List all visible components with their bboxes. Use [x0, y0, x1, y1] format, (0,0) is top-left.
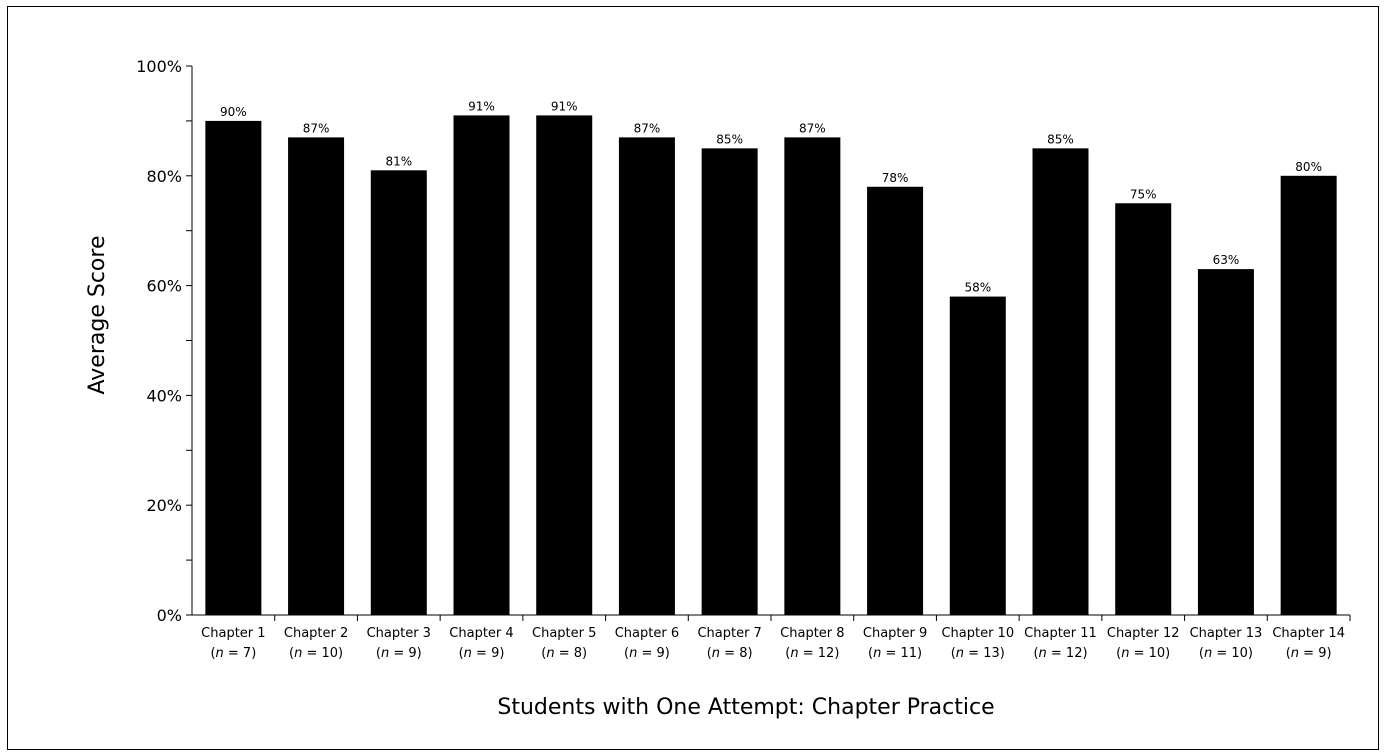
- category-label: Chapter 5: [532, 626, 596, 641]
- bar: [453, 115, 510, 615]
- y-tick-label: 60%: [146, 277, 182, 296]
- bar-value-label: 87%: [799, 121, 826, 135]
- y-tick-label: 20%: [146, 496, 182, 515]
- bar: [784, 137, 841, 615]
- bar-value-label: 91%: [468, 99, 495, 113]
- bar-value-label: 85%: [716, 132, 743, 146]
- bar: [618, 137, 675, 615]
- bar: [1197, 269, 1254, 615]
- bar: [288, 137, 345, 615]
- category-label: Chapter 2: [284, 626, 348, 641]
- bar: [205, 120, 262, 616]
- y-tick-label: 40%: [146, 386, 182, 405]
- y-tick-label: 80%: [146, 167, 182, 186]
- x-axis: Chapter 1 (n = 7) Chapter 2 (n = 10) Chapter…: [192, 614, 1351, 661]
- y-tick-label: 0%: [157, 606, 182, 625]
- sample-size-label: (n = 13): [951, 646, 1005, 661]
- bar-value-label: 81%: [385, 154, 412, 168]
- category-label: Chapter 11: [1024, 626, 1097, 641]
- bar: [1115, 203, 1172, 615]
- bar: [701, 148, 758, 615]
- category-label: Chapter 3: [367, 626, 431, 641]
- category-label: Chapter 9: [863, 626, 927, 641]
- sample-size-label: (n = 9): [624, 646, 670, 661]
- category-label: Chapter 7: [697, 626, 761, 641]
- bar-value-label: 85%: [1047, 132, 1074, 146]
- bar: [1280, 175, 1337, 616]
- bar-value-label: 80%: [1295, 160, 1322, 174]
- sample-size-label: (n = 12): [1033, 646, 1087, 661]
- bar-value-label: 87%: [303, 121, 330, 135]
- bar: [949, 296, 1006, 615]
- category-label: Chapter 6: [615, 626, 679, 641]
- category-label: Chapter 10: [941, 626, 1014, 641]
- category-label: Chapter 8: [780, 626, 844, 641]
- sample-size-label: (n = 8): [707, 646, 753, 661]
- category-label: Chapter 4: [449, 626, 513, 641]
- bar-value-label: 58%: [964, 281, 991, 295]
- y-axis-title: Average Score: [85, 236, 110, 395]
- sample-size-label: (n = 11): [868, 646, 922, 661]
- category-label: Chapter 13: [1190, 626, 1263, 641]
- bar: [1032, 148, 1089, 615]
- bar-value-label: 91%: [551, 99, 578, 113]
- sample-size-label: (n = 7): [210, 646, 256, 661]
- sample-size-label: (n = 12): [785, 646, 839, 661]
- bar-value-label: 90%: [220, 105, 247, 119]
- bar-value-label: 87%: [634, 121, 661, 135]
- sample-size-label: (n = 9): [1286, 646, 1332, 661]
- sample-size-label: (n = 8): [541, 646, 587, 661]
- category-label: Chapter 1: [201, 626, 265, 641]
- x-axis-title: Students with One Attempt: Chapter Pract…: [497, 695, 994, 720]
- y-axis: 0% 20% 40% 60% 80% 100%: [136, 57, 193, 625]
- bar: [536, 115, 593, 615]
- bar-value-label: 63%: [1213, 253, 1240, 267]
- bar-value-label: 78%: [882, 171, 909, 185]
- bar: [867, 186, 924, 615]
- bars-group: 90% 87% 81% 91% 91% 87% 85% 87% 78% 58% 85% 75% 63% 8…: [205, 99, 1337, 616]
- sample-size-label: (n = 10): [1199, 646, 1253, 661]
- category-label: Chapter 12: [1107, 626, 1180, 641]
- sample-size-label: (n = 10): [1116, 646, 1170, 661]
- y-tick-label: 100%: [136, 57, 182, 76]
- bar: [370, 170, 427, 615]
- sample-size-label: (n = 9): [376, 646, 422, 661]
- category-label: Chapter 14: [1272, 626, 1345, 641]
- bar-value-label: 75%: [1130, 187, 1157, 201]
- sample-size-label: (n = 10): [289, 646, 343, 661]
- sample-size-label: (n = 9): [459, 646, 505, 661]
